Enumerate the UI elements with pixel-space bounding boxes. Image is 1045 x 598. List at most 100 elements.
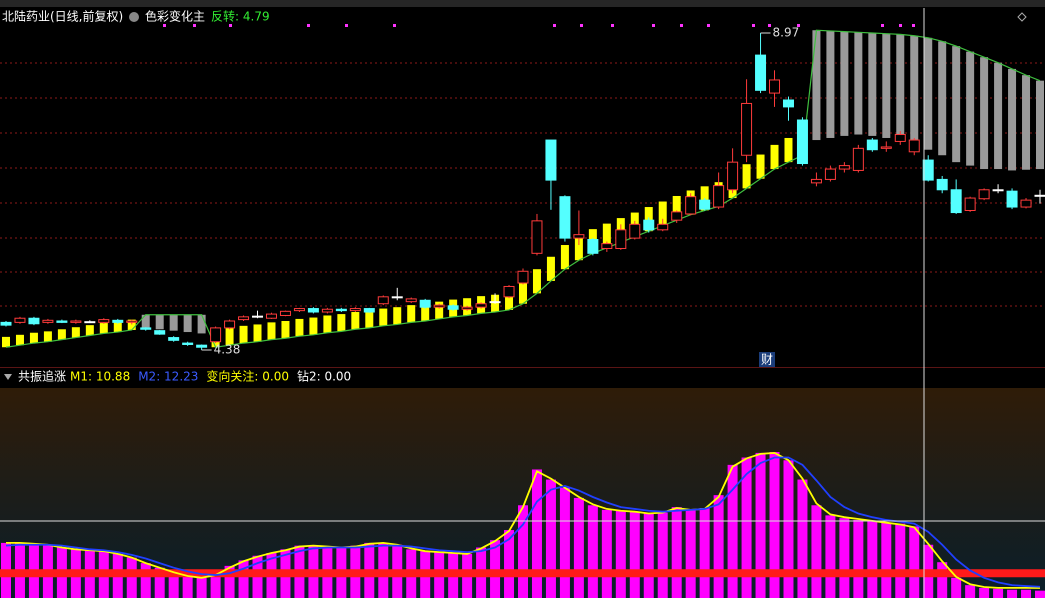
candle-body: [56, 320, 68, 323]
candle-body: [224, 320, 236, 329]
candle-body: [866, 139, 878, 151]
dot: [881, 24, 884, 27]
histogram-bar: [769, 452, 780, 598]
indicator-bar: [868, 33, 877, 136]
histogram-bar: [601, 509, 612, 598]
candle-body: [391, 296, 403, 299]
indicator-bar: [183, 314, 192, 333]
dot: [553, 24, 556, 27]
indicator-bar: [379, 308, 388, 326]
collapse-icon[interactable]: [4, 374, 12, 380]
finance-marker[interactable]: 财: [761, 353, 773, 367]
indicator-bar: [532, 269, 541, 294]
histogram-bar: [825, 515, 836, 598]
indicator-bar: [85, 325, 94, 336]
candle-body: [936, 178, 948, 191]
histogram-bar: [573, 497, 584, 598]
histogram-bar: [531, 469, 542, 598]
legend-item: 钻2: 0.00: [297, 369, 351, 384]
candle-body: [238, 316, 250, 321]
dot: [611, 24, 614, 27]
candle-body: [769, 79, 781, 94]
candle-body: [601, 243, 613, 249]
indicator-bar: [323, 315, 332, 333]
candle-body: [894, 134, 906, 142]
dot: [580, 24, 583, 27]
indicator-bar: [1036, 80, 1044, 170]
candle-body: [14, 317, 26, 323]
histogram-bar: [518, 505, 528, 598]
histogram-bar: [182, 575, 193, 598]
histogram-bar: [853, 519, 864, 598]
histogram-bar: [979, 587, 990, 598]
histogram-bar: [713, 495, 724, 598]
histogram-bar: [965, 585, 976, 598]
candle-body: [461, 306, 473, 310]
candle-body: [279, 310, 291, 316]
indicator-bar: [938, 41, 947, 156]
candle-body: [168, 337, 180, 341]
indicator-bar: [365, 310, 374, 328]
toolbar[interactable]: [0, 0, 1045, 7]
indicator-name: 色彩变化主: [145, 9, 205, 24]
indicator-bar: [337, 314, 346, 332]
indicator-bar: [267, 322, 276, 340]
histogram-bar: [1035, 590, 1045, 598]
indicator-bar: [574, 236, 583, 261]
indicator-bar: [351, 312, 360, 330]
indicator-bar: [309, 317, 318, 335]
indicator-bar: [71, 327, 80, 338]
candle-body: [1020, 199, 1032, 208]
indicator-bar: [910, 35, 919, 145]
indicator-bar: [882, 33, 891, 138]
histogram-bar: [671, 507, 682, 598]
histogram-bar: [545, 479, 556, 598]
histogram-bar: [839, 518, 850, 598]
histogram-bar: [811, 505, 822, 598]
histogram-bar: [587, 505, 598, 598]
indicator-line: [6, 452, 1041, 589]
histogram-bar: [154, 567, 165, 598]
indicator-bar: [784, 137, 793, 163]
indicator-line: [5, 29, 1041, 348]
histogram-bar: [643, 513, 654, 598]
candle-body: [531, 220, 543, 254]
indicator-bar: [253, 324, 262, 342]
histogram-bar: [951, 577, 962, 598]
candle-body: [559, 196, 571, 239]
indicator-bar: [994, 62, 1003, 170]
histogram-bar: [1007, 589, 1018, 598]
candle-body: [545, 139, 557, 181]
candle-body: [405, 298, 417, 303]
candle-body: [433, 304, 445, 308]
dot: [345, 24, 348, 27]
candle-body: [1006, 190, 1018, 208]
marker-bg[interactable]: [759, 352, 775, 367]
indicator-bar: [2, 336, 10, 348]
candle-body: [210, 327, 222, 343]
indicator-icon[interactable]: [129, 12, 139, 22]
candle-body: [447, 305, 459, 310]
indicator-bar: [225, 327, 234, 346]
settings-icon[interactable]: [1017, 12, 1027, 22]
histogram-bar: [168, 572, 179, 598]
histogram-bar: [741, 457, 752, 598]
histogram-bar: [755, 452, 766, 598]
dot: [193, 24, 196, 27]
histogram-bar: [504, 530, 515, 598]
legend-item: M2: 12.23: [138, 370, 198, 384]
candle-body: [419, 299, 431, 308]
dot: [307, 24, 310, 27]
candle-body: [321, 308, 333, 313]
indicator-bar: [742, 164, 751, 189]
candle-body: [489, 301, 501, 304]
candle-body: [98, 319, 110, 323]
indicator-bar: [113, 321, 122, 333]
histogram-bar: [797, 479, 808, 598]
candle-body: [671, 211, 683, 221]
candle-body: [727, 161, 739, 191]
candle-body: [615, 229, 627, 249]
candle-body: [699, 199, 711, 210]
dot: [899, 24, 902, 27]
indicator-bar: [658, 201, 667, 226]
